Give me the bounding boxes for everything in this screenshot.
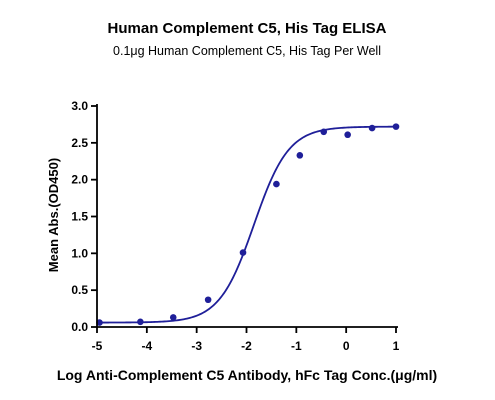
x-tick-label: -4 — [141, 339, 152, 353]
x-tick-label: -3 — [191, 339, 202, 353]
y-tick-label: 1.5 — [71, 210, 88, 224]
y-ticks: 0.0 0.5 1.0 1.5 2.0 2.5 3.0 — [71, 99, 97, 334]
y-axis-label: Mean Abs.(OD450) — [46, 158, 61, 272]
data-point — [392, 123, 400, 130]
fit-curve — [99, 125, 397, 324]
chart-title: Human Complement C5, His Tag ELISA — [108, 20, 387, 37]
x-tick-label: 1 — [393, 339, 400, 353]
plot-area — [96, 123, 400, 326]
data-point — [137, 318, 144, 326]
x-tick-label: -1 — [291, 339, 302, 353]
y-tick-label: 0.0 — [71, 320, 88, 334]
x-tick-label: 0 — [343, 339, 350, 353]
data-point — [204, 296, 212, 304]
y-tick-label: 1.0 — [71, 246, 88, 260]
data-point — [344, 131, 351, 139]
y-tick-label: 2.0 — [71, 173, 88, 187]
data-point — [239, 249, 247, 256]
y-tick-label: 3.0 — [71, 99, 88, 113]
x-ticks: -5 -4 -3 -2 -1 0 1 — [92, 327, 400, 353]
x-tick-label: -5 — [92, 339, 103, 353]
data-point — [296, 152, 304, 159]
x-axis-label: Log Anti-Complement C5 Antibody, hFc Tag… — [57, 367, 437, 383]
data-point — [169, 314, 177, 321]
x-tick-label: -2 — [241, 339, 252, 353]
data-point — [273, 180, 280, 188]
chart-subtitle: 0.1μg Human Complement C5, His Tag Per W… — [113, 44, 381, 58]
data-point — [368, 124, 376, 132]
data-point — [320, 128, 328, 136]
y-tick-label: 2.5 — [71, 136, 88, 150]
y-tick-label: 0.5 — [71, 283, 88, 297]
